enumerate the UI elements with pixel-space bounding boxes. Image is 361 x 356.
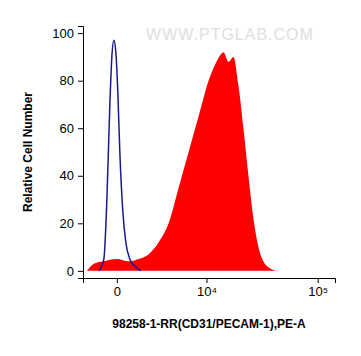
y-tick-label: 0 bbox=[67, 264, 74, 279]
y-tick: 60 bbox=[60, 121, 83, 136]
x-axis-title: 98258-1-RR(CD31/PECAM-1),PE-A bbox=[112, 317, 306, 331]
y-tick: 0 bbox=[67, 264, 83, 279]
y-tick-mark bbox=[78, 223, 83, 224]
x-tick-mark bbox=[318, 278, 319, 283]
y-axis: 0 20 40 60 80 100 bbox=[52, 26, 83, 279]
x-tick: 10⁴ bbox=[197, 278, 217, 299]
x-tick-mark bbox=[206, 278, 207, 283]
y-tick-label: 40 bbox=[60, 168, 74, 183]
y-tick-mark bbox=[78, 176, 83, 177]
y-tick-mark bbox=[78, 271, 83, 272]
y-tick-mark bbox=[78, 33, 83, 34]
y-tick-label: 100 bbox=[52, 26, 74, 41]
y-tick-mark bbox=[78, 81, 83, 82]
plot-area bbox=[87, 40, 278, 271]
x-tick-label: 10⁵ bbox=[308, 284, 328, 299]
x-tick-mark bbox=[117, 278, 118, 283]
y-tick: 40 bbox=[60, 168, 83, 183]
histogram-area bbox=[87, 52, 278, 271]
x-axis: 0 10⁴ 10⁵ bbox=[84, 278, 336, 299]
y-tick: 20 bbox=[60, 216, 83, 231]
x-tick-label: 10⁴ bbox=[197, 284, 217, 299]
y-tick: 100 bbox=[52, 26, 83, 41]
chart-container: WWW.PTGLAB.COM 0 10⁴ 10⁵ 0 20 40 60 80 100 98258-1… bbox=[0, 0, 361, 356]
histogram-line bbox=[99, 40, 141, 271]
y-tick-label: 60 bbox=[60, 121, 74, 136]
y-tick: 80 bbox=[60, 73, 83, 88]
chart: WWW.PTGLAB.COM 0 10⁴ 10⁵ 0 20 40 60 80 100 98258-1… bbox=[0, 0, 361, 356]
y-tick-label: 80 bbox=[60, 73, 74, 88]
x-tick: 10⁵ bbox=[308, 278, 328, 299]
watermark: WWW.PTGLAB.COM bbox=[146, 26, 314, 43]
y-axis-title: Relative Cell Number bbox=[21, 92, 35, 212]
x-axis-line bbox=[84, 279, 336, 284]
y-tick-label: 20 bbox=[60, 216, 74, 231]
x-tick: 0 bbox=[114, 278, 121, 299]
y-tick-mark bbox=[78, 128, 83, 129]
y-axis-line bbox=[78, 27, 84, 279]
x-tick-label: 0 bbox=[114, 284, 121, 299]
